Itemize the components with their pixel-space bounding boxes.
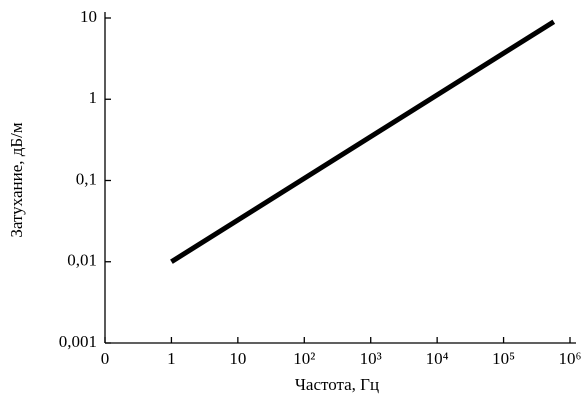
x-tick-label: 10 [229,349,246,368]
y-tick-label: 0,01 [67,251,97,270]
x-tick-label: 10³ [360,349,382,368]
x-tick-label: 10⁶ [559,349,582,368]
y-tick-label: 0,001 [59,332,97,351]
y-axis-label: Затухание, дБ/м [7,122,26,238]
x-axis-label: Частота, Гц [295,375,379,394]
x-tick-label: 1 [167,349,176,368]
y-tick-label: 1 [89,88,98,107]
x-tick-label: 10⁵ [492,349,515,368]
x-tick-label: 10⁴ [426,349,449,368]
x-tick-label: 0 [101,349,110,368]
y-tick-label: 0,1 [76,169,97,188]
x-tick-label: 10² [293,349,315,368]
y-tick-label: 10 [80,7,97,26]
data-line [170,19,556,264]
